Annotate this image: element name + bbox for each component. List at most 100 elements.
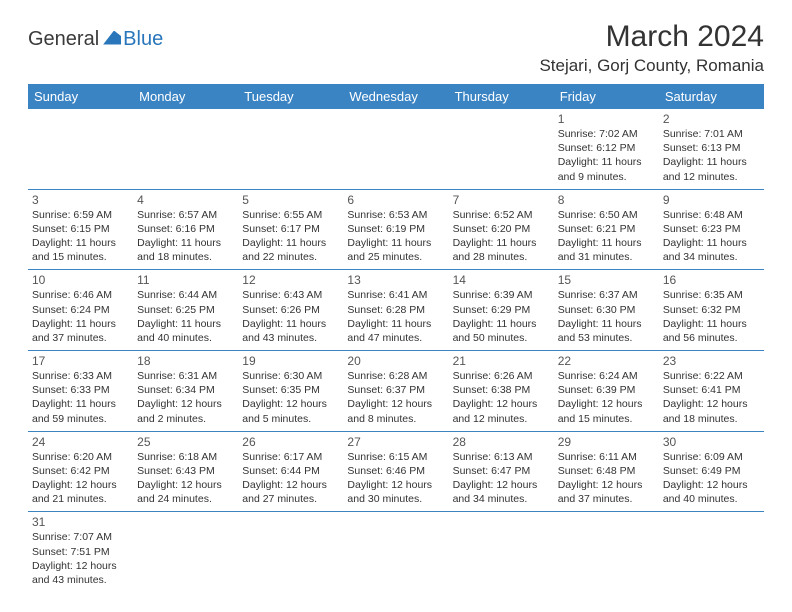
day-number: 17 xyxy=(32,354,129,368)
day-info: Sunrise: 6:41 AMSunset: 6:28 PMDaylight:… xyxy=(347,288,444,345)
day-header-thursday: Thursday xyxy=(449,84,554,109)
day-info: Sunrise: 6:37 AMSunset: 6:30 PMDaylight:… xyxy=(558,288,655,345)
sunset-text: Sunset: 6:34 PM xyxy=(137,383,234,397)
sunrise-text: Sunrise: 6:24 AM xyxy=(558,369,655,383)
day-cell: 22Sunrise: 6:24 AMSunset: 6:39 PMDayligh… xyxy=(554,351,659,432)
day-cell: 11Sunrise: 6:44 AMSunset: 6:25 PMDayligh… xyxy=(133,270,238,351)
day-info: Sunrise: 6:31 AMSunset: 6:34 PMDaylight:… xyxy=(137,369,234,426)
calendar-row: 10Sunrise: 6:46 AMSunset: 6:24 PMDayligh… xyxy=(28,270,764,351)
day-cell: 7Sunrise: 6:52 AMSunset: 6:20 PMDaylight… xyxy=(449,189,554,270)
daylight-text: Daylight: 11 hours and 50 minutes. xyxy=(453,317,550,345)
day-number: 14 xyxy=(453,273,550,287)
day-info: Sunrise: 6:33 AMSunset: 6:33 PMDaylight:… xyxy=(32,369,129,426)
day-number: 5 xyxy=(242,193,339,207)
logo-text-general: General xyxy=(28,28,99,51)
daylight-text: Daylight: 12 hours and 37 minutes. xyxy=(558,478,655,506)
daylight-text: Daylight: 11 hours and 12 minutes. xyxy=(663,155,760,183)
day-cell: 18Sunrise: 6:31 AMSunset: 6:34 PMDayligh… xyxy=(133,351,238,432)
day-number: 28 xyxy=(453,435,550,449)
day-number: 3 xyxy=(32,193,129,207)
day-number: 8 xyxy=(558,193,655,207)
daylight-text: Daylight: 11 hours and 59 minutes. xyxy=(32,397,129,425)
sunrise-text: Sunrise: 6:52 AM xyxy=(453,208,550,222)
day-info: Sunrise: 6:48 AMSunset: 6:23 PMDaylight:… xyxy=(663,208,760,265)
day-cell: 4Sunrise: 6:57 AMSunset: 6:16 PMDaylight… xyxy=(133,189,238,270)
day-info: Sunrise: 6:22 AMSunset: 6:41 PMDaylight:… xyxy=(663,369,760,426)
daylight-text: Daylight: 12 hours and 24 minutes. xyxy=(137,478,234,506)
day-number: 1 xyxy=(558,112,655,126)
daylight-text: Daylight: 12 hours and 12 minutes. xyxy=(453,397,550,425)
day-cell: 28Sunrise: 6:13 AMSunset: 6:47 PMDayligh… xyxy=(449,431,554,512)
day-cell: 1Sunrise: 7:02 AMSunset: 6:12 PMDaylight… xyxy=(554,109,659,189)
day-info: Sunrise: 6:15 AMSunset: 6:46 PMDaylight:… xyxy=(347,450,444,507)
daylight-text: Daylight: 11 hours and 22 minutes. xyxy=(242,236,339,264)
daylight-text: Daylight: 11 hours and 43 minutes. xyxy=(242,317,339,345)
daylight-text: Daylight: 11 hours and 9 minutes. xyxy=(558,155,655,183)
day-cell xyxy=(133,512,238,592)
day-info: Sunrise: 6:18 AMSunset: 6:43 PMDaylight:… xyxy=(137,450,234,507)
day-cell xyxy=(659,512,764,592)
day-number: 23 xyxy=(663,354,760,368)
day-number: 26 xyxy=(242,435,339,449)
sunrise-text: Sunrise: 6:20 AM xyxy=(32,450,129,464)
day-number: 7 xyxy=(453,193,550,207)
day-number: 22 xyxy=(558,354,655,368)
logo: General Blue xyxy=(28,28,163,51)
daylight-text: Daylight: 12 hours and 15 minutes. xyxy=(558,397,655,425)
day-info: Sunrise: 6:39 AMSunset: 6:29 PMDaylight:… xyxy=(453,288,550,345)
day-cell: 6Sunrise: 6:53 AMSunset: 6:19 PMDaylight… xyxy=(343,189,448,270)
sunset-text: Sunset: 6:49 PM xyxy=(663,464,760,478)
day-cell: 2Sunrise: 7:01 AMSunset: 6:13 PMDaylight… xyxy=(659,109,764,189)
sunset-text: Sunset: 6:46 PM xyxy=(347,464,444,478)
day-info: Sunrise: 6:46 AMSunset: 6:24 PMDaylight:… xyxy=(32,288,129,345)
day-info: Sunrise: 7:02 AMSunset: 6:12 PMDaylight:… xyxy=(558,127,655,184)
calendar-row: 24Sunrise: 6:20 AMSunset: 6:42 PMDayligh… xyxy=(28,431,764,512)
sunset-text: Sunset: 7:51 PM xyxy=(32,545,129,559)
day-number: 12 xyxy=(242,273,339,287)
day-info: Sunrise: 6:57 AMSunset: 6:16 PMDaylight:… xyxy=(137,208,234,265)
sunrise-text: Sunrise: 6:28 AM xyxy=(347,369,444,383)
sunset-text: Sunset: 6:39 PM xyxy=(558,383,655,397)
sunset-text: Sunset: 6:30 PM xyxy=(558,303,655,317)
day-cell: 20Sunrise: 6:28 AMSunset: 6:37 PMDayligh… xyxy=(343,351,448,432)
daylight-text: Daylight: 11 hours and 56 minutes. xyxy=(663,317,760,345)
day-info: Sunrise: 6:26 AMSunset: 6:38 PMDaylight:… xyxy=(453,369,550,426)
sunset-text: Sunset: 6:17 PM xyxy=(242,222,339,236)
sunset-text: Sunset: 6:26 PM xyxy=(242,303,339,317)
day-cell: 29Sunrise: 6:11 AMSunset: 6:48 PMDayligh… xyxy=(554,431,659,512)
sunrise-text: Sunrise: 6:55 AM xyxy=(242,208,339,222)
sunrise-text: Sunrise: 6:50 AM xyxy=(558,208,655,222)
day-cell xyxy=(28,109,133,189)
day-number: 19 xyxy=(242,354,339,368)
month-title: March 2024 xyxy=(539,20,764,54)
day-info: Sunrise: 6:59 AMSunset: 6:15 PMDaylight:… xyxy=(32,208,129,265)
sunrise-text: Sunrise: 6:48 AM xyxy=(663,208,760,222)
day-info: Sunrise: 6:13 AMSunset: 6:47 PMDaylight:… xyxy=(453,450,550,507)
day-header-friday: Friday xyxy=(554,84,659,109)
calendar-row: 1Sunrise: 7:02 AMSunset: 6:12 PMDaylight… xyxy=(28,109,764,189)
day-cell xyxy=(343,109,448,189)
day-cell: 8Sunrise: 6:50 AMSunset: 6:21 PMDaylight… xyxy=(554,189,659,270)
sunrise-text: Sunrise: 6:09 AM xyxy=(663,450,760,464)
day-number: 2 xyxy=(663,112,760,126)
day-info: Sunrise: 7:01 AMSunset: 6:13 PMDaylight:… xyxy=(663,127,760,184)
sunset-text: Sunset: 6:28 PM xyxy=(347,303,444,317)
day-number: 31 xyxy=(32,515,129,529)
day-number: 13 xyxy=(347,273,444,287)
day-cell: 12Sunrise: 6:43 AMSunset: 6:26 PMDayligh… xyxy=(238,270,343,351)
day-number: 24 xyxy=(32,435,129,449)
daylight-text: Daylight: 12 hours and 2 minutes. xyxy=(137,397,234,425)
day-cell xyxy=(133,109,238,189)
sunrise-text: Sunrise: 6:30 AM xyxy=(242,369,339,383)
sunset-text: Sunset: 6:32 PM xyxy=(663,303,760,317)
sunrise-text: Sunrise: 6:26 AM xyxy=(453,369,550,383)
sunset-text: Sunset: 6:16 PM xyxy=(137,222,234,236)
day-number: 18 xyxy=(137,354,234,368)
day-number: 27 xyxy=(347,435,444,449)
day-cell: 31Sunrise: 7:07 AMSunset: 7:51 PMDayligh… xyxy=(28,512,133,592)
daylight-text: Daylight: 11 hours and 53 minutes. xyxy=(558,317,655,345)
daylight-text: Daylight: 12 hours and 18 minutes. xyxy=(663,397,760,425)
day-header-row: Sunday Monday Tuesday Wednesday Thursday… xyxy=(28,84,764,109)
day-number: 21 xyxy=(453,354,550,368)
day-info: Sunrise: 6:55 AMSunset: 6:17 PMDaylight:… xyxy=(242,208,339,265)
